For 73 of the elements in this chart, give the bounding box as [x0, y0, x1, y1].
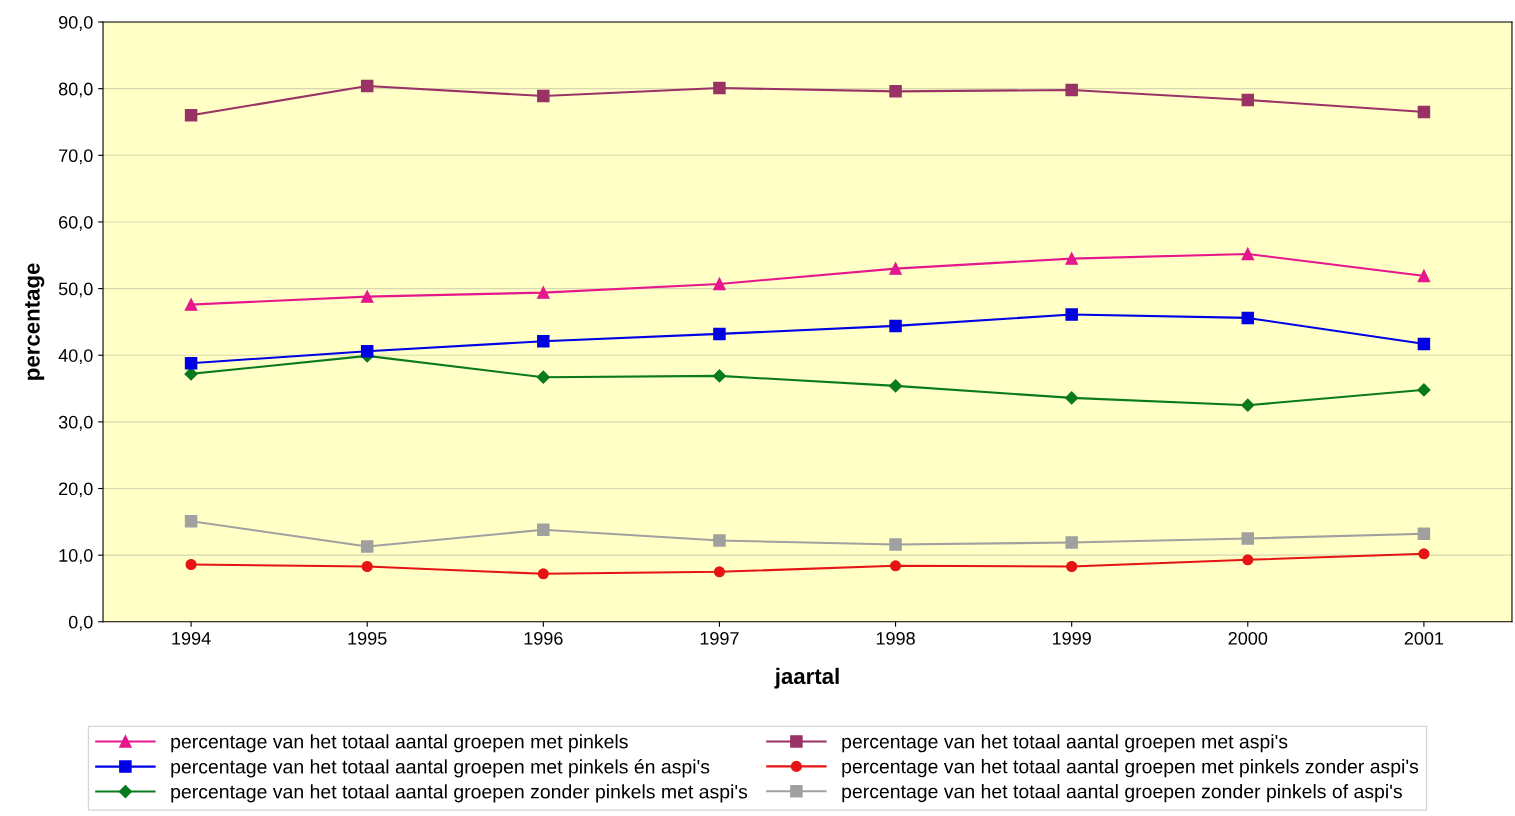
- x-tick-label: 1996: [524, 631, 563, 645]
- point: [1241, 93, 1255, 107]
- y-axis-title: percentage: [25, 263, 45, 380]
- y-tick-label: 20,0: [59, 482, 93, 498]
- point: [712, 369, 727, 383]
- point: [889, 262, 902, 275]
- y-tick-label: 0,0: [68, 615, 93, 631]
- y-tick-label: 70,0: [59, 149, 93, 165]
- point: [184, 514, 198, 528]
- y-tick-label: 50,0: [58, 282, 93, 298]
- legend-label: percentage van het totaal aantal groepen zonder pinkels met aspi's: [171, 784, 748, 803]
- point: [713, 327, 726, 341]
- point: [889, 319, 902, 333]
- point: [713, 81, 726, 95]
- point: [185, 558, 197, 571]
- point: [1065, 391, 1079, 405]
- x-tick-label: 1999: [1052, 631, 1091, 645]
- point: [1241, 532, 1255, 545]
- point: [1417, 527, 1431, 541]
- point: [888, 379, 903, 393]
- point: [184, 298, 198, 311]
- point: [1065, 308, 1078, 321]
- y-tick-label: 80,0: [58, 82, 93, 98]
- point: [713, 566, 725, 578]
- point: [360, 79, 374, 93]
- point: [1417, 269, 1431, 283]
- point: [537, 89, 550, 103]
- point: [360, 344, 374, 358]
- point: [1417, 337, 1431, 351]
- point: [713, 277, 726, 291]
- y-tick-label: 10,0: [59, 549, 93, 564]
- point: [1066, 560, 1078, 573]
- point: [536, 370, 550, 384]
- y-tick-label: 90,0: [59, 15, 93, 31]
- legend-label: percentage van het totaal aantal groepen zonder pinkels of aspi's: [842, 784, 1402, 803]
- point: [537, 286, 550, 299]
- point: [361, 560, 373, 573]
- x-tick-label: 2000: [1228, 631, 1268, 645]
- point: [1065, 83, 1078, 97]
- x-tick-label: 1998: [876, 631, 915, 645]
- point: [1241, 247, 1255, 261]
- point: [537, 523, 550, 537]
- x-tick-label: 1994: [172, 631, 211, 645]
- legend-label: percentage van het totaal aantal groepen met pinkels: [171, 734, 628, 753]
- point: [889, 538, 902, 551]
- point: [184, 356, 198, 370]
- x-axis-title: jaartal: [774, 667, 839, 689]
- point: [1065, 252, 1078, 265]
- point: [360, 540, 374, 553]
- point: [537, 568, 549, 580]
- point: [713, 534, 726, 547]
- point: [1241, 311, 1255, 325]
- point: [1417, 105, 1431, 119]
- point: [184, 109, 198, 122]
- point: [360, 290, 374, 303]
- x-tick-label: 1995: [348, 631, 387, 645]
- y-tick-label: 60,0: [59, 215, 93, 231]
- legend-label: percentage van het totaal aantal groepen met pinkels én aspi's: [171, 759, 710, 778]
- legend-label: percentage van het totaal aantal groepen met aspi's: [842, 734, 1288, 753]
- y-tick-label: 30,0: [58, 415, 93, 431]
- point: [1241, 398, 1255, 412]
- point: [1242, 554, 1254, 566]
- point: [1065, 536, 1078, 549]
- y-tick-label: 40,0: [58, 349, 93, 365]
- legend-label: percentage van het totaal aantal groepen met pinkels zonder aspi's: [842, 759, 1419, 778]
- point: [184, 367, 198, 381]
- point: [889, 560, 902, 572]
- x-tick-label: 2001: [1404, 631, 1444, 645]
- point: [1418, 548, 1430, 560]
- point: [889, 85, 902, 98]
- x-tick-label: 1997: [700, 631, 739, 645]
- point: [537, 334, 550, 348]
- point: [1417, 383, 1431, 397]
